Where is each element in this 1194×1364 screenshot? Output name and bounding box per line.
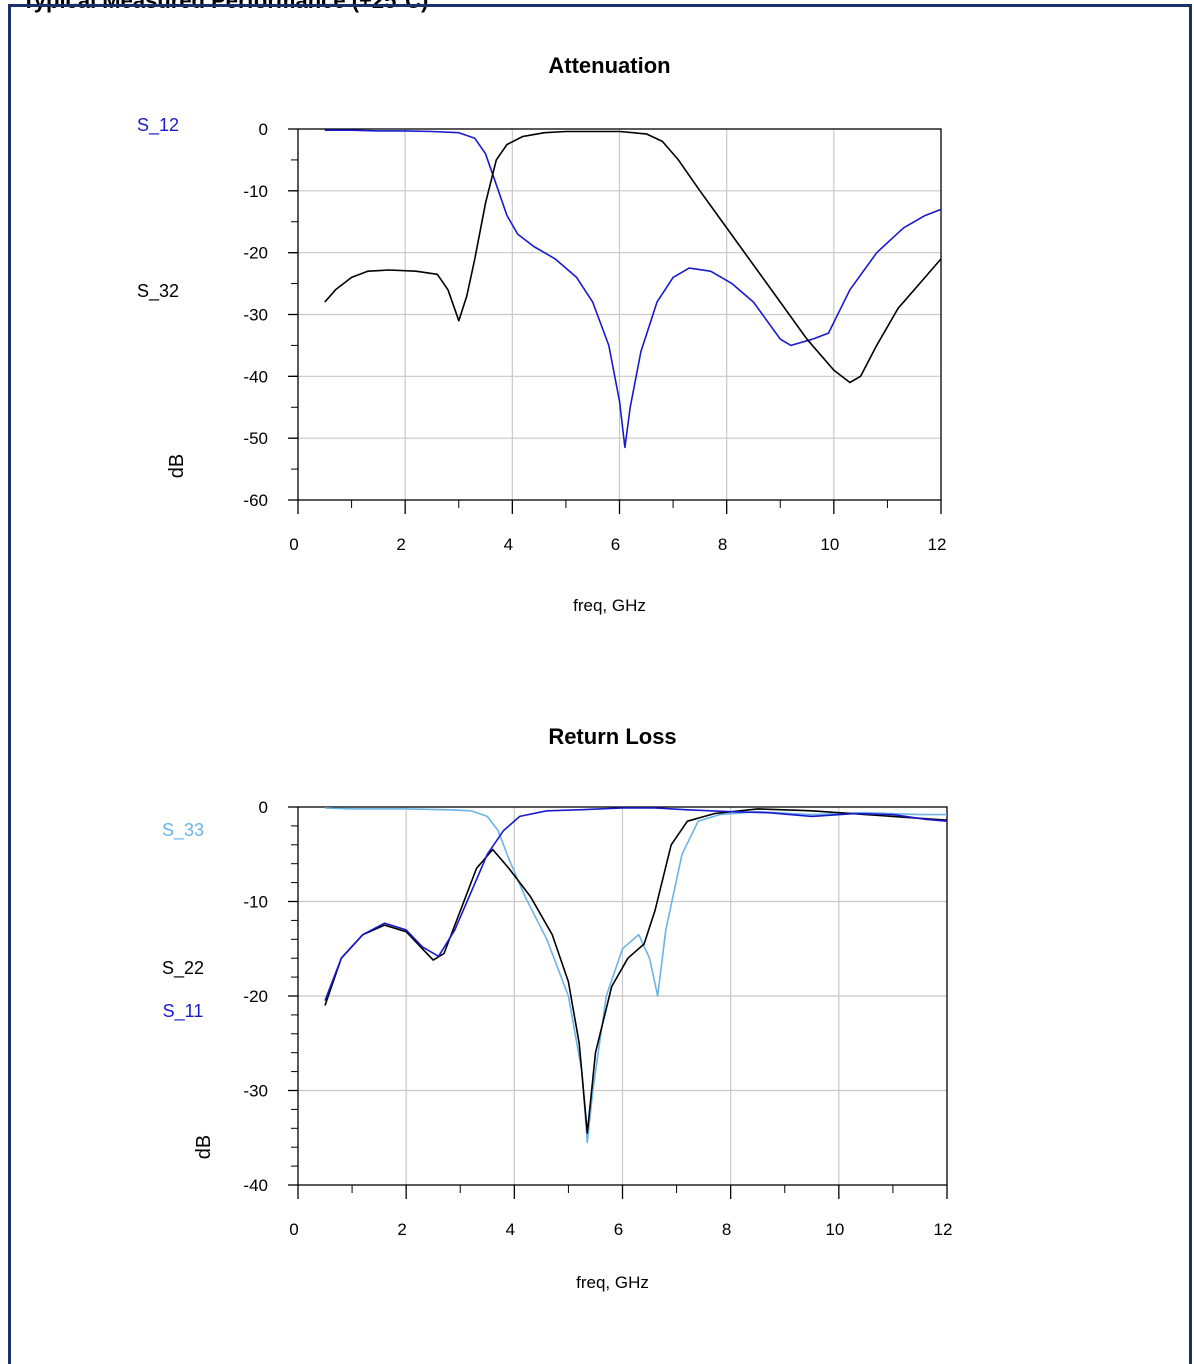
y-axis-label: dB	[166, 454, 188, 478]
legend-s22: S_22	[162, 958, 204, 979]
x-tick-label: 4	[504, 535, 513, 554]
y-tick-label: -10	[243, 182, 268, 201]
attenuation-chart: Attenuation 0 -10 -20 -30 -40 -50 -60 0 2 4 6 8 10 12 f…	[137, 53, 947, 615]
series-line-s33	[324, 807, 947, 1144]
chart-title: Attenuation	[548, 53, 670, 78]
y-tick-label: -60	[243, 491, 268, 510]
legend-s32: S_32	[137, 281, 179, 302]
chart-title: Return Loss	[548, 724, 676, 749]
x-tick-label: 2	[397, 1220, 406, 1239]
x-axis-label: freq, GHz	[576, 1273, 649, 1292]
y-tick-label: -30	[243, 306, 268, 325]
x-tick-label: 8	[718, 535, 727, 554]
grid	[298, 807, 947, 1185]
series-line-s22	[324, 808, 948, 1134]
page-frame	[8, 4, 1192, 1364]
legend-s11: S_11	[163, 1001, 204, 1022]
y-tick-label: -40	[243, 367, 268, 386]
series-line-s12	[324, 129, 942, 449]
y-tick-label: 0	[259, 120, 268, 139]
y-tick-label: -10	[243, 893, 268, 912]
x-tick-label: 2	[396, 535, 405, 554]
x-tick-label: 12	[928, 535, 947, 554]
x-tick-label: 8	[722, 1220, 731, 1239]
y-tick-label: -40	[243, 1176, 268, 1195]
x-axis-label: freq, GHz	[573, 596, 646, 615]
x-tick-label: 6	[614, 1220, 623, 1239]
y-tick-label: -30	[243, 1082, 268, 1101]
y-tick-label: -20	[243, 987, 268, 1006]
y-axis-label: dB	[193, 1135, 215, 1159]
y-tick-label: 0	[259, 798, 268, 817]
x-tick-label: 0	[289, 535, 298, 554]
series-line-s32	[324, 130, 942, 384]
return-loss-chart: Return Loss 0 -10 -20 -30 -40 0 2 4 6 8 10 12 freq, G…	[162, 724, 953, 1292]
x-tick-label: 12	[934, 1220, 953, 1239]
x-tick-label: 10	[825, 1220, 844, 1239]
x-tick-label: 4	[506, 1220, 515, 1239]
x-tick-label: 6	[611, 535, 620, 554]
y-tick-label: -50	[243, 429, 268, 448]
x-tick-label: 0	[289, 1220, 298, 1239]
legend-s12: S_12	[137, 115, 179, 136]
grid	[298, 129, 941, 500]
series-line-s11	[324, 807, 948, 1001]
y-tick-label: -20	[243, 244, 268, 263]
x-tick-label: 10	[820, 535, 839, 554]
legend-s33: S_33	[162, 820, 204, 841]
